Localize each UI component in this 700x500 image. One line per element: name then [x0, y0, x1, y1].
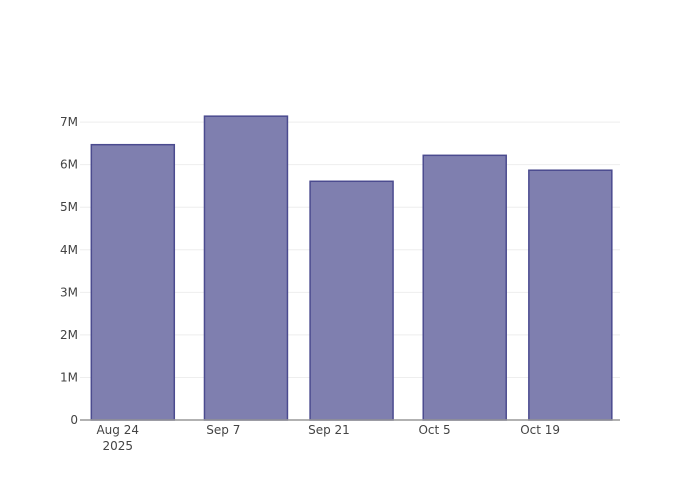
x-tick-label: Sep 21	[308, 423, 350, 437]
y-tick-label: 4M	[60, 243, 78, 257]
y-tick-label: 7M	[60, 115, 78, 129]
y-tick-label: 1M	[60, 370, 78, 384]
x-tick-year-label: 2025	[102, 439, 133, 453]
bar	[528, 169, 613, 421]
y-tick-label: 0	[70, 413, 78, 427]
x-tick-label: Oct 19	[520, 423, 560, 437]
x-tick-label: Oct 5	[418, 423, 450, 437]
bar	[203, 115, 289, 421]
y-tick-label: 3M	[60, 285, 78, 299]
bar	[309, 180, 394, 421]
y-tick-labels: 0 1M 2M 3M 4M 5M 6M 7M	[60, 115, 78, 427]
bars	[90, 115, 613, 421]
x-tick-label: Sep 7	[206, 423, 240, 437]
y-tick-label: 2M	[60, 328, 78, 342]
x-tick-labels: Aug 24 2025 Sep 7 Sep 21 Oct 5 Oct 19	[96, 423, 560, 453]
y-tick-label: 5M	[60, 200, 78, 214]
bar	[422, 154, 507, 421]
y-tick-label: 6M	[60, 158, 78, 172]
bar	[90, 143, 176, 421]
x-tick-label: Aug 24	[96, 423, 139, 437]
